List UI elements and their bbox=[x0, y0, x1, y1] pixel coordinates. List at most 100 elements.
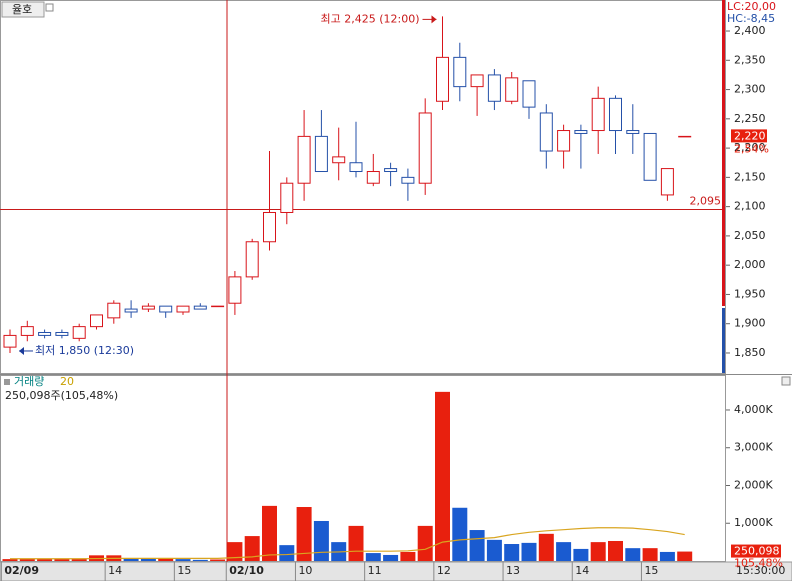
title-box[interactable] bbox=[1, 1, 45, 18]
candle-body bbox=[557, 130, 571, 152]
y-tick-label: 1,950 bbox=[734, 287, 766, 300]
candle-body bbox=[314, 135, 328, 173]
y-tick-label: 2,100 bbox=[734, 200, 766, 213]
x-tick-label: 12 bbox=[437, 564, 451, 577]
volume-bar bbox=[262, 505, 277, 561]
volume-bar bbox=[71, 559, 87, 561]
volume-bar bbox=[417, 525, 433, 561]
volume-bar bbox=[486, 539, 502, 561]
candle-body bbox=[487, 74, 501, 102]
volume-bar bbox=[54, 559, 70, 561]
candle-body bbox=[522, 80, 536, 108]
volume-bar bbox=[192, 559, 208, 561]
high-annotation: 최고 2,425 (12:00) bbox=[320, 12, 419, 25]
volume-period: 20 bbox=[60, 375, 74, 388]
volume-bar bbox=[642, 548, 658, 561]
range-bar-up bbox=[722, 0, 725, 306]
candle-body bbox=[453, 56, 467, 88]
y-tick-label: 2,000 bbox=[734, 258, 766, 271]
candle-body bbox=[228, 276, 242, 304]
volume-bar bbox=[210, 559, 226, 561]
range-bar-down bbox=[722, 308, 725, 373]
time-axis bbox=[0, 561, 792, 581]
candle-body bbox=[332, 156, 346, 164]
candle-body bbox=[3, 334, 17, 348]
volume-bar bbox=[608, 540, 623, 561]
price-panel bbox=[0, 0, 726, 374]
window-icon[interactable] bbox=[45, 3, 54, 12]
candle-body bbox=[470, 74, 484, 88]
volume-info: 250,098주(105,48%) bbox=[5, 389, 118, 402]
candle-body bbox=[505, 77, 519, 102]
x-tick-label: 14 bbox=[575, 564, 589, 577]
volume-bar bbox=[400, 551, 416, 561]
y-tick-label: 4,000K bbox=[734, 403, 773, 416]
candle-body bbox=[349, 162, 363, 173]
volume-bar bbox=[279, 545, 295, 561]
volume-bar bbox=[296, 507, 312, 561]
candle-body bbox=[643, 132, 657, 181]
candle-body bbox=[159, 305, 173, 313]
last-volume-box bbox=[731, 544, 781, 558]
candle-body bbox=[366, 171, 380, 184]
volume-bar bbox=[452, 507, 468, 561]
close-button[interactable] bbox=[781, 376, 791, 386]
candle-body bbox=[539, 112, 553, 152]
candle-body bbox=[263, 211, 276, 243]
volume-bar bbox=[313, 520, 329, 561]
candle-body bbox=[436, 56, 449, 102]
candle-body bbox=[124, 308, 138, 313]
candle-body bbox=[609, 97, 622, 132]
candle-body bbox=[678, 135, 692, 138]
x-tick-label: 15 bbox=[177, 564, 191, 577]
last-volume-change: 105,48% bbox=[734, 557, 783, 570]
y-tick-label: 3,000K bbox=[734, 441, 773, 454]
lc-label: LC:20,00 bbox=[727, 0, 776, 13]
last-volume-label: 250,098 bbox=[734, 545, 780, 558]
candle-body bbox=[591, 97, 605, 132]
volume-bar bbox=[140, 557, 156, 561]
candle-body bbox=[211, 305, 225, 308]
volume-bar bbox=[504, 544, 520, 561]
volume-bar bbox=[227, 542, 243, 561]
y-tick-label: 2,350 bbox=[734, 53, 766, 66]
panel-icon[interactable] bbox=[4, 379, 10, 385]
candle-body bbox=[418, 112, 432, 184]
candle-body bbox=[20, 326, 34, 336]
candle-body bbox=[176, 305, 190, 313]
volume-bar bbox=[625, 548, 641, 561]
x-tick-label: 14 bbox=[108, 564, 122, 577]
candle-body bbox=[55, 331, 69, 336]
candle-body bbox=[245, 241, 259, 278]
volume-bar bbox=[538, 533, 554, 561]
low-annotation: 최저 1,850 (12:30) bbox=[35, 344, 134, 357]
crosshair-label: 2,095 bbox=[690, 195, 722, 208]
volume-bar bbox=[175, 559, 191, 561]
time-label: 15:30:00 bbox=[736, 564, 785, 577]
volume-bar bbox=[2, 559, 18, 561]
volume-bar bbox=[383, 554, 399, 561]
volume-bar bbox=[469, 530, 485, 561]
volume-name: 거래량 bbox=[14, 375, 44, 388]
volume-bar bbox=[435, 391, 450, 561]
volume-bar bbox=[123, 557, 139, 561]
candle-body bbox=[193, 305, 207, 310]
volume-bar bbox=[677, 551, 693, 561]
hc-label: HC:-8,45 bbox=[727, 12, 775, 25]
x-tick-label: 13 bbox=[506, 564, 520, 577]
candle-body bbox=[141, 305, 155, 310]
volume-bar bbox=[19, 559, 35, 561]
current-price-box bbox=[731, 129, 767, 143]
candle-body bbox=[297, 135, 311, 184]
x-tick-label: 02/10 bbox=[229, 564, 264, 577]
low-arrowhead bbox=[19, 346, 24, 355]
candle-body bbox=[384, 168, 398, 173]
candle-body bbox=[574, 130, 588, 134]
candle-body bbox=[280, 182, 294, 213]
volume-bar bbox=[521, 542, 537, 561]
y-tick-label: 1,850 bbox=[734, 346, 766, 359]
y-tick-label: 1,000K bbox=[734, 516, 773, 529]
candle-body bbox=[38, 331, 52, 336]
